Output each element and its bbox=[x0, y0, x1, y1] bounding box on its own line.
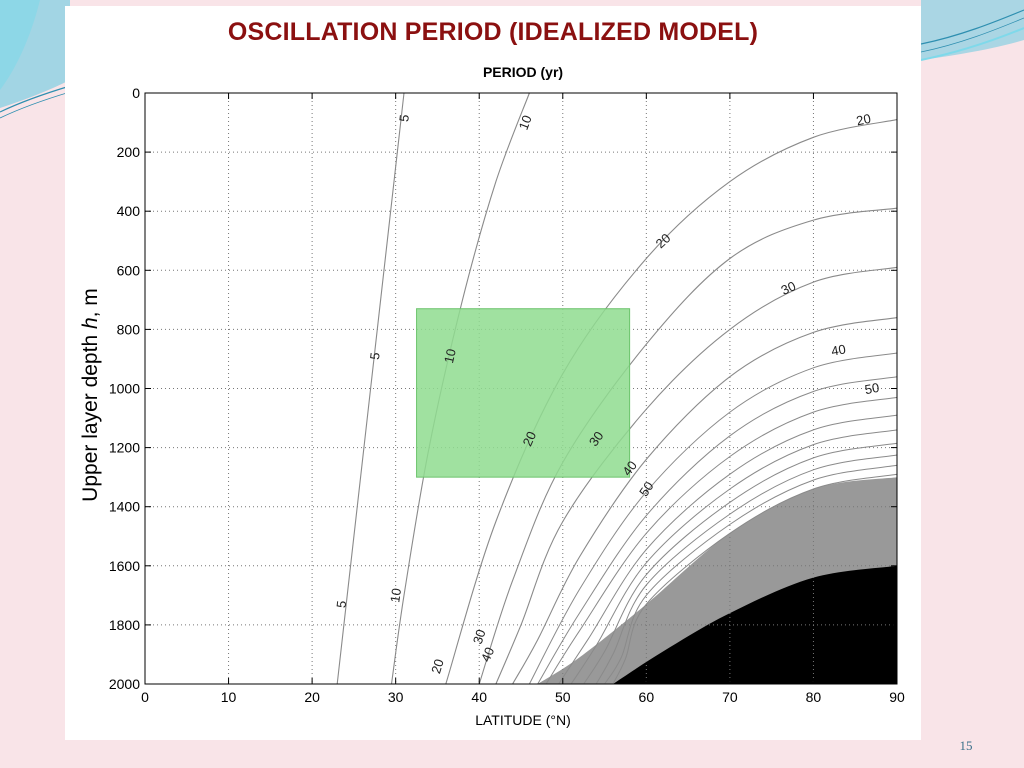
contour-line bbox=[528, 352, 898, 685]
contour-line-30 bbox=[478, 207, 898, 685]
contour-line bbox=[570, 429, 898, 685]
x-tick-label: 60 bbox=[639, 689, 655, 705]
plot-title: PERIOD (yr) bbox=[483, 64, 563, 80]
contour-label-5: 5 bbox=[396, 114, 412, 123]
slide-decoration bbox=[0, 0, 1024, 119]
slide-number: 15 bbox=[959, 738, 973, 753]
contour-label-20: 20 bbox=[428, 657, 447, 675]
y-tick-label: 1800 bbox=[109, 617, 140, 633]
contour-line bbox=[612, 473, 898, 685]
x-tick-label: 70 bbox=[722, 689, 738, 705]
contour-label-50: 50 bbox=[636, 479, 657, 499]
y-tick-label: 2000 bbox=[109, 676, 140, 692]
slide-title: OSCILLATION PERIOD (IDEALIZED MODEL) bbox=[227, 18, 759, 46]
contour-line-20 bbox=[445, 119, 898, 685]
contour-line bbox=[595, 454, 898, 685]
contour-line-50 bbox=[512, 317, 898, 685]
x-tick-label: 90 bbox=[889, 689, 905, 705]
x-tick-label: 30 bbox=[388, 689, 404, 705]
contour-label-40: 40 bbox=[478, 645, 497, 664]
y-tick-label: 0 bbox=[132, 85, 140, 101]
contour-label-10: 10 bbox=[387, 587, 404, 603]
contour-label-30: 30 bbox=[779, 278, 798, 298]
contour-label-20: 20 bbox=[520, 429, 540, 448]
contour-label-40: 40 bbox=[830, 341, 847, 358]
contour-label-30: 30 bbox=[586, 428, 607, 448]
y-axis-title: Upper layer depth h, m bbox=[79, 288, 102, 502]
contour-label-5: 5 bbox=[367, 352, 383, 361]
black-region bbox=[612, 565, 897, 684]
y-axis-title-prefix: Upper layer depth bbox=[79, 329, 102, 502]
axes-layer: 0 10 20 30 40 50 60 70 80 90020040060080010001200… bbox=[109, 85, 905, 705]
contour-label-30: 30 bbox=[470, 628, 489, 646]
highlight-box bbox=[416, 308, 631, 478]
contour-line-40 bbox=[495, 266, 898, 685]
x-tick-label: 40 bbox=[471, 689, 487, 705]
contour-label-10: 10 bbox=[516, 113, 535, 132]
highlight-layer bbox=[416, 308, 631, 478]
contour-layer bbox=[336, 92, 898, 685]
contour-line bbox=[558, 414, 898, 685]
x-tick-label: 20 bbox=[304, 689, 320, 705]
contour-line bbox=[545, 396, 898, 685]
x-tick-label: 0 bbox=[141, 689, 149, 705]
contour-line-5 bbox=[336, 92, 405, 685]
contour-label-40: 40 bbox=[619, 458, 640, 479]
contour-line bbox=[604, 464, 898, 685]
contour-label-20: 20 bbox=[855, 111, 872, 129]
y-tick-label: 800 bbox=[117, 321, 141, 337]
y-tick-label: 200 bbox=[117, 144, 141, 160]
y-tick-label: 400 bbox=[117, 203, 141, 219]
x-axis-title: LATITUDE (°N) bbox=[475, 712, 571, 728]
y-tick-label: 1000 bbox=[109, 381, 140, 397]
y-tick-label: 1400 bbox=[109, 499, 140, 515]
y-tick-label: 600 bbox=[117, 262, 141, 278]
y-tick-label: 1200 bbox=[109, 440, 140, 456]
contour-label-10: 10 bbox=[441, 347, 459, 364]
x-tick-label: 10 bbox=[221, 689, 237, 705]
contour-label-5: 5 bbox=[333, 600, 349, 609]
regions-layer bbox=[145, 93, 897, 684]
contour-line bbox=[537, 376, 898, 685]
y-tick-label: 1600 bbox=[109, 558, 140, 574]
contour-line bbox=[583, 442, 898, 685]
x-tick-label: 50 bbox=[555, 689, 571, 705]
y-axis-title-suffix: , m bbox=[79, 288, 102, 317]
contour-label-50: 50 bbox=[864, 380, 881, 397]
y-axis-title-symbol: h bbox=[79, 317, 102, 329]
x-tick-label: 80 bbox=[806, 689, 822, 705]
